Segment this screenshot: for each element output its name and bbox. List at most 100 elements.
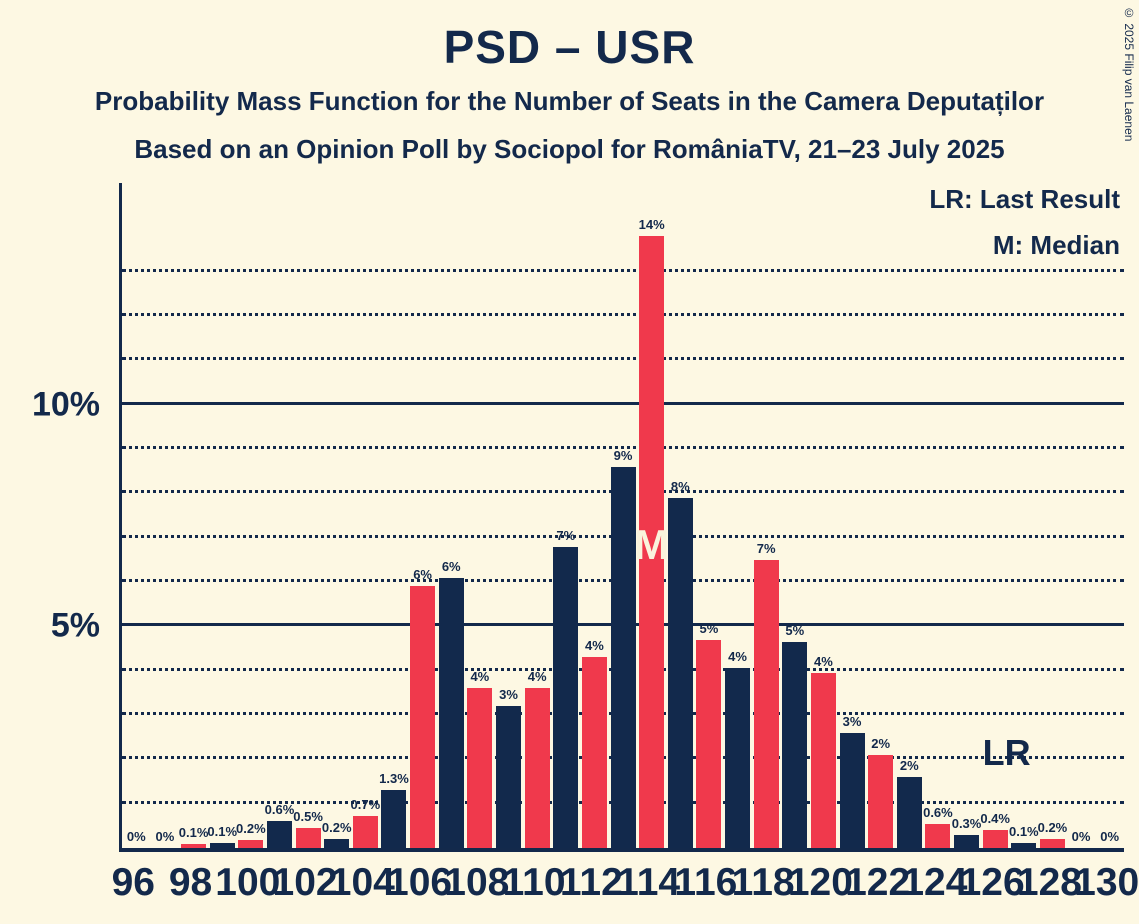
bar-seat-101 (266, 821, 292, 848)
bar-seat-125 (954, 834, 980, 848)
bar-seat-107 (438, 577, 464, 848)
bar-value-label-seat-129: 0% (1071, 829, 1091, 844)
x-axis-tick-labels: 96 98 100 102 104 106 108 110 112 114 116 118 120 122… (112, 861, 1139, 916)
bar-value-label-seat-126: 0.4% (980, 811, 1010, 827)
bar-value-label-seat-103: 0.2% (321, 820, 352, 836)
bar-value-label-seat-125: 0.3% (951, 815, 982, 831)
legend-median-label: M: Median (992, 230, 1120, 260)
bar-seat-121 (839, 732, 865, 848)
bar-value-label-seat-116: 5% (699, 620, 719, 636)
gridline-dotted-12pct (122, 313, 1124, 316)
bar-seat-123 (896, 777, 922, 848)
bar-seat-110 (524, 688, 550, 848)
bar-seat-115 (667, 497, 693, 848)
bar-value-label-seat-97: 0% (155, 829, 175, 844)
x-axis-tick-128: 128 (1016, 861, 1082, 904)
x-axis-tick-106: 106 (387, 861, 453, 904)
bar-value-label-seat-119: 5% (785, 622, 805, 638)
bar-seat-127 (1011, 842, 1037, 848)
x-axis-tick-104: 104 (329, 861, 395, 904)
x-axis-tick-122: 122 (845, 861, 911, 904)
y-axis-tick-5pct: 5% (50, 606, 100, 645)
gridline-dotted-9pct (122, 446, 1124, 449)
bar-value-label-seat-123: 2% (899, 758, 919, 774)
x-axis-tick-118: 118 (731, 861, 795, 904)
x-axis-tick-126: 126 (959, 861, 1025, 904)
bar-value-label-seat-107: 6% (441, 558, 461, 574)
x-axis-tick-116: 116 (674, 861, 738, 904)
bar-seat-114 (639, 236, 665, 848)
x-axis-tick-96: 96 (111, 861, 156, 904)
bar-value-label-seat-96: 0% (126, 829, 146, 844)
bar-value-label-seat-106: 6% (413, 567, 432, 583)
bar-value-label-seat-99: 0.1% (207, 823, 238, 839)
x-axis-tick-108: 108 (444, 861, 510, 904)
bar-value-label-seat-101: 0.6% (264, 802, 295, 818)
legend-last-result-label: LR: Last Result (929, 184, 1120, 214)
x-axis-tick-112: 112 (559, 861, 623, 904)
bar-seat-118 (753, 559, 779, 848)
bar-value-label-seat-127: 0.1% (1008, 823, 1039, 839)
x-axis-tick-110: 110 (502, 861, 566, 904)
bar-value-label-seat-113: 9% (613, 447, 633, 463)
bar-seat-100 (238, 840, 264, 848)
bar-value-label-seat-112: 4% (584, 638, 604, 654)
bar-seat-124 (925, 823, 951, 848)
y-axis-tick-labels: 5% 10% (0, 183, 106, 848)
bar-value-label-seat-115: 8% (670, 478, 690, 494)
bar-value-label-seat-104: 0.7% (350, 797, 381, 813)
bar-value-label-seat-130: 0% (1100, 829, 1120, 844)
bar-seat-109 (495, 706, 521, 848)
bar-value-label-seat-102: 0.5% (293, 809, 323, 825)
x-axis-tick-102: 102 (272, 861, 338, 904)
x-axis-tick-100: 100 (215, 861, 281, 904)
bar-value-label-seat-108: 4% (470, 669, 490, 685)
x-axis-tick-130: 130 (1074, 861, 1139, 904)
bar-value-label-seat-105: 1.3% (379, 771, 409, 787)
bar-seat-116 (696, 639, 722, 848)
bar-seat-99 (209, 842, 235, 848)
x-axis-tick-98: 98 (168, 861, 213, 904)
bar-seat-104 (352, 816, 378, 848)
x-axis-tick-124: 124 (902, 861, 968, 904)
bar-seat-98 (181, 843, 207, 848)
bar-seat-117 (725, 668, 750, 848)
bar-value-label-seat-121: 3% (842, 713, 862, 729)
bar-value-label-seat-122: 2% (871, 735, 891, 751)
copyright-text: © 2025 Filip van Laenen (1122, 6, 1136, 142)
x-axis-tick-120: 120 (787, 861, 853, 904)
bar-seat-122 (868, 754, 894, 848)
bar-value-label-seat-111: 7% (556, 527, 576, 543)
bar-seat-111 (553, 546, 579, 848)
bar-value-label-seat-128: 0.2% (1037, 820, 1068, 836)
gridline-dotted-11pct (122, 357, 1124, 361)
bar-value-label-seat-124: 0.6% (923, 804, 953, 820)
bar-value-label-seat-120: 4% (813, 653, 833, 669)
last-result-marker: LR (982, 731, 1031, 773)
bar-seat-106 (410, 586, 436, 848)
bar-seat-105 (381, 790, 407, 848)
plot-area: 0% 0% 0.1% 0.1% 0.2% 0.6% 0.5% 0.2% 0.7% 1.3% 6% 6%… (119, 183, 1124, 852)
gridline-solid-10pct (122, 401, 1124, 405)
bar-value-label-seat-98: 0.1% (178, 824, 209, 840)
bar-seat-102 (295, 828, 321, 848)
gridline-dotted-13pct (122, 268, 1124, 272)
bar-seat-112 (581, 657, 607, 848)
bar-value-label-seat-118: 7% (756, 540, 776, 556)
bar-seat-103 (324, 839, 350, 848)
bar-seat-120 (810, 672, 836, 848)
x-axis-tick-114: 114 (617, 861, 681, 904)
y-axis-tick-10pct: 10% (31, 385, 100, 424)
bar-seat-126 (982, 830, 1008, 848)
bar-value-label-seat-109: 3% (499, 687, 518, 703)
bar-seat-119 (782, 641, 808, 848)
chart-subtitle-line2: Based on an Opinion Poll by Sociopol for… (134, 134, 1005, 164)
bar-value-label-seat-117: 4% (728, 649, 747, 665)
median-marker: M (634, 520, 670, 568)
chart-title: PSD – USR (443, 21, 696, 73)
bar-value-label-seat-100: 0.2% (236, 821, 266, 837)
bar-seat-113 (610, 466, 636, 848)
chart-subtitle-line1: Probability Mass Function for the Number… (94, 86, 1045, 116)
bar-value-label-seat-110: 4% (527, 669, 547, 685)
